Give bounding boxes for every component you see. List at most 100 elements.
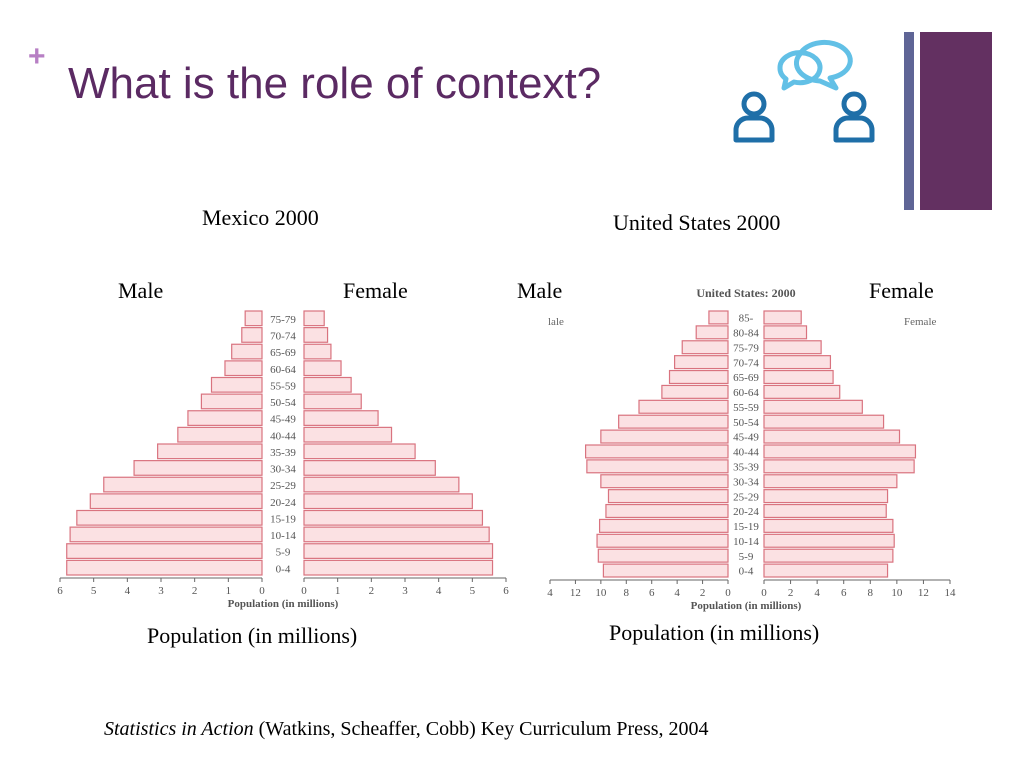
age-group-label: 45-49 (733, 432, 759, 444)
female-bar (763, 414, 885, 429)
male-x-tick-label: 12 (570, 587, 581, 599)
female-x-tick-label: 4 (436, 585, 442, 597)
male-bar (241, 327, 263, 343)
female-bar (303, 559, 494, 576)
male-bar (244, 310, 263, 327)
female-x-tick-label: 10 (891, 587, 903, 599)
age-group-label: 80-84 (733, 328, 759, 340)
usa-male-label: Male (517, 278, 563, 303)
two-people-chat-icon (730, 32, 880, 147)
female-bar (303, 443, 416, 460)
age-group-label: 50-54 (270, 397, 296, 409)
male-x-tick-label: 10 (595, 587, 607, 599)
male-x-tick-label: 6 (649, 587, 655, 599)
female-bar (763, 503, 887, 519)
age-group-label: 5-9 (739, 551, 754, 563)
male-bar (607, 489, 729, 504)
page-title: What is the role of context? (68, 59, 602, 108)
male-x-tick-label: 0 (259, 585, 265, 597)
male-bar (600, 429, 729, 444)
male-bar (210, 376, 263, 393)
female-bar (763, 340, 822, 355)
age-group-label: 15-19 (733, 521, 759, 533)
mexico-xaxis-caption: Population (in millions) (147, 623, 358, 648)
male-x-tick-label: 2 (700, 587, 706, 599)
usa-xaxis-caption: Population (in millions) (609, 620, 820, 645)
female-x-tick-label: 4 (814, 587, 820, 599)
female-x-tick-label: 1 (335, 585, 341, 597)
male-bar (89, 493, 263, 510)
female-bar (763, 518, 894, 533)
age-group-label: 85- (739, 313, 754, 325)
mexico-male-label: Male (118, 278, 164, 303)
male-bar (695, 325, 729, 340)
female-bar (303, 493, 473, 510)
female-x-tick-label: 12 (918, 587, 929, 599)
female-bar (763, 548, 894, 563)
male-bar (586, 459, 729, 474)
age-group-label: 55-59 (270, 380, 296, 392)
male-bar (668, 369, 729, 385)
male-bar (187, 410, 263, 426)
female-bar (303, 393, 362, 410)
female-x-tick-label: 6 (841, 587, 847, 599)
male-bar (618, 414, 729, 429)
male-bar (681, 340, 729, 355)
age-group-label: 70-74 (733, 357, 759, 369)
age-group-label: 65-69 (270, 347, 296, 359)
pyramid-title: United States: 2000 (696, 286, 795, 300)
age-group-label: 0-4 (276, 563, 291, 575)
male-bar (177, 426, 263, 443)
age-group-label: 35-39 (270, 447, 296, 459)
female-bar (763, 533, 895, 548)
x-axis-label: Population (in millions) (691, 600, 802, 612)
usa-pyramid-chart: United States: 2000 lale Female 85- 80-84 75-… (547, 286, 957, 612)
male-bar (76, 509, 263, 526)
male-bar (596, 533, 729, 548)
male-x-tick-label: 4 (674, 587, 680, 599)
citation: Statistics in Action (Watkins, Scheaffer… (104, 718, 709, 741)
male-bar (602, 563, 729, 578)
female-bar (763, 369, 834, 385)
citation-title: Statistics in Action (104, 718, 254, 740)
female-bar (763, 399, 863, 414)
male-bar (103, 476, 263, 493)
male-bar (224, 360, 263, 377)
male-bar (674, 355, 729, 370)
age-group-label: 5-9 (276, 547, 291, 559)
female-bar (763, 563, 889, 578)
male-x-tick-label: 5 (91, 585, 97, 597)
accent-bar-thin (904, 32, 914, 210)
female-bar (303, 460, 436, 476)
male-x-tick-label: 8 (624, 587, 630, 599)
usa-caption: United States 2000 (613, 210, 781, 235)
female-bar (303, 543, 494, 559)
age-group-label: 30-34 (733, 476, 759, 488)
female-x-tick-label: 0 (761, 587, 767, 599)
male-bar (708, 310, 729, 325)
age-group-label: 75-79 (733, 342, 759, 354)
male-bar (605, 503, 729, 519)
female-bar (303, 310, 325, 327)
male-bar (661, 384, 729, 399)
accent-bar-thick (920, 32, 992, 210)
mexico-caption: Mexico 2000 (202, 205, 319, 230)
female-bar (303, 360, 342, 377)
age-group-label: 15-19 (270, 513, 296, 525)
age-group-label: 10-14 (270, 530, 296, 542)
female-x-tick-label: 5 (470, 585, 476, 597)
female-bar (763, 474, 898, 489)
citation-rest: (Watkins, Scheaffer, Cobb) Key Curriculu… (253, 718, 709, 740)
female-bar (303, 426, 393, 443)
male-x-tick-label: 3 (158, 585, 164, 597)
male-bar (133, 460, 263, 476)
female-bar (303, 509, 484, 526)
age-group-label: 55-59 (733, 402, 759, 414)
age-group-label: 35-39 (733, 462, 759, 474)
female-bar (763, 310, 802, 325)
age-group-label: 70-74 (270, 331, 296, 343)
female-x-tick-label: 3 (402, 585, 408, 597)
female-x-tick-label: 14 (945, 587, 957, 599)
female-bar (303, 327, 329, 343)
male-bar (66, 559, 263, 576)
